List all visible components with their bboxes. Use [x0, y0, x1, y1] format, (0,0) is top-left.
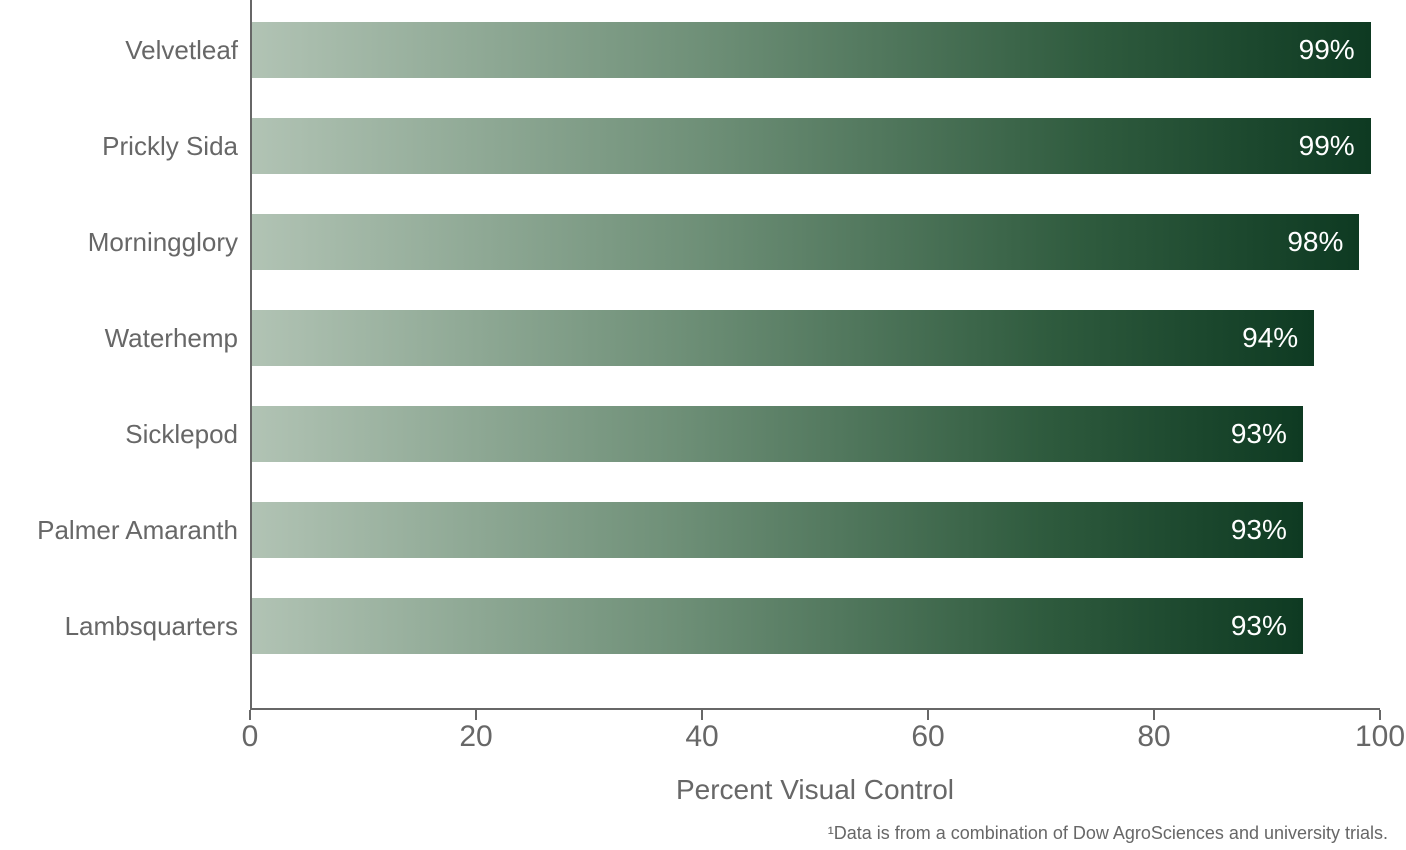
y-axis-category-label: Morningglory — [0, 214, 238, 270]
bar: 93% — [252, 406, 1303, 462]
x-tick-label: 80 — [1137, 720, 1170, 754]
bar-value-label: 93% — [1231, 610, 1287, 642]
x-tick-label: 40 — [685, 720, 718, 754]
bar: 93% — [252, 598, 1303, 654]
bar-value-label: 99% — [1299, 34, 1355, 66]
x-tick-mark — [475, 710, 477, 720]
x-tick-label: 20 — [459, 720, 492, 754]
x-tick-mark — [1153, 710, 1155, 720]
bar: 99% — [252, 22, 1371, 78]
bar-value-label: 99% — [1299, 130, 1355, 162]
bar-value-label: 94% — [1242, 322, 1298, 354]
weed-control-bar-chart: 99% 99% 98% 94% 93% 93% 93% Velvetleaf Prickly … — [0, 0, 1406, 850]
plot-area: 99% 99% 98% 94% 93% 93% 93% — [250, 0, 1380, 710]
x-tick-mark — [1379, 710, 1381, 720]
y-axis-category-label: Sicklepod — [0, 406, 238, 462]
bar: 98% — [252, 214, 1359, 270]
y-axis-category-label: Palmer Amaranth — [0, 502, 238, 558]
x-tick-label: 60 — [911, 720, 944, 754]
y-axis-category-label: Lambsquarters — [0, 598, 238, 654]
x-tick-mark — [249, 710, 251, 720]
x-tick-label: 100 — [1355, 720, 1405, 754]
y-axis-category-label: Prickly Sida — [0, 118, 238, 174]
x-axis-title: Percent Visual Control — [250, 774, 1380, 806]
bar: 93% — [252, 502, 1303, 558]
bar: 99% — [252, 118, 1371, 174]
bar-value-label: 93% — [1231, 418, 1287, 450]
bar-value-label: 98% — [1287, 226, 1343, 258]
y-axis-category-label: Waterhemp — [0, 310, 238, 366]
y-axis-category-label: Velvetleaf — [0, 22, 238, 78]
footnote-text: ¹Data is from a combination of Dow AgroS… — [828, 823, 1388, 844]
bar-value-label: 93% — [1231, 514, 1287, 546]
x-tick-mark — [701, 710, 703, 720]
x-tick-label: 0 — [242, 720, 259, 754]
bar: 94% — [252, 310, 1314, 366]
x-tick-mark — [927, 710, 929, 720]
